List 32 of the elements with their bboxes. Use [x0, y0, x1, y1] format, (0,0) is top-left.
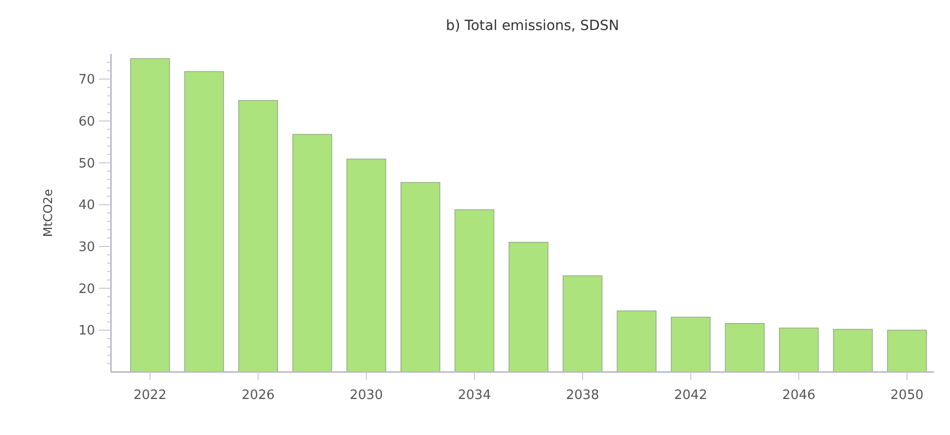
x-tick-label: 2026: [242, 388, 275, 403]
y-tick-label: 30: [78, 240, 95, 256]
bar: [130, 58, 170, 372]
y-tick-label: 40: [78, 198, 95, 214]
y-tick-label: 10: [78, 324, 95, 339]
y-tick-label: 60: [78, 114, 95, 130]
bar: [400, 182, 440, 372]
bar: [778, 328, 819, 372]
x-tick-label: 2042: [674, 388, 708, 403]
bar: [833, 328, 873, 372]
x-tick-label: 2046: [782, 388, 816, 403]
bar: [508, 242, 548, 372]
x-tick-label: 2038: [566, 388, 600, 403]
bar: [346, 158, 386, 372]
bar: [616, 310, 656, 372]
x-tick-label: 2050: [890, 388, 924, 403]
x-tick-label: 2022: [133, 388, 167, 403]
bar: [887, 330, 927, 372]
bar: [670, 316, 711, 372]
y-tick-label: 70: [78, 72, 95, 88]
y-axis-title: MtCO2e: [41, 189, 55, 237]
x-tick-label: 2030: [350, 388, 383, 403]
y-tick-label: 50: [78, 156, 95, 172]
chart-title: b) Total emissions, SDSN: [446, 18, 620, 34]
bar: [724, 323, 765, 372]
bar: [238, 100, 278, 372]
bar: [184, 71, 224, 372]
bar: [292, 134, 332, 372]
x-tick-label: 2034: [458, 388, 491, 403]
bar: [562, 275, 602, 372]
y-tick-label: 20: [78, 282, 95, 297]
bar: [454, 209, 494, 372]
